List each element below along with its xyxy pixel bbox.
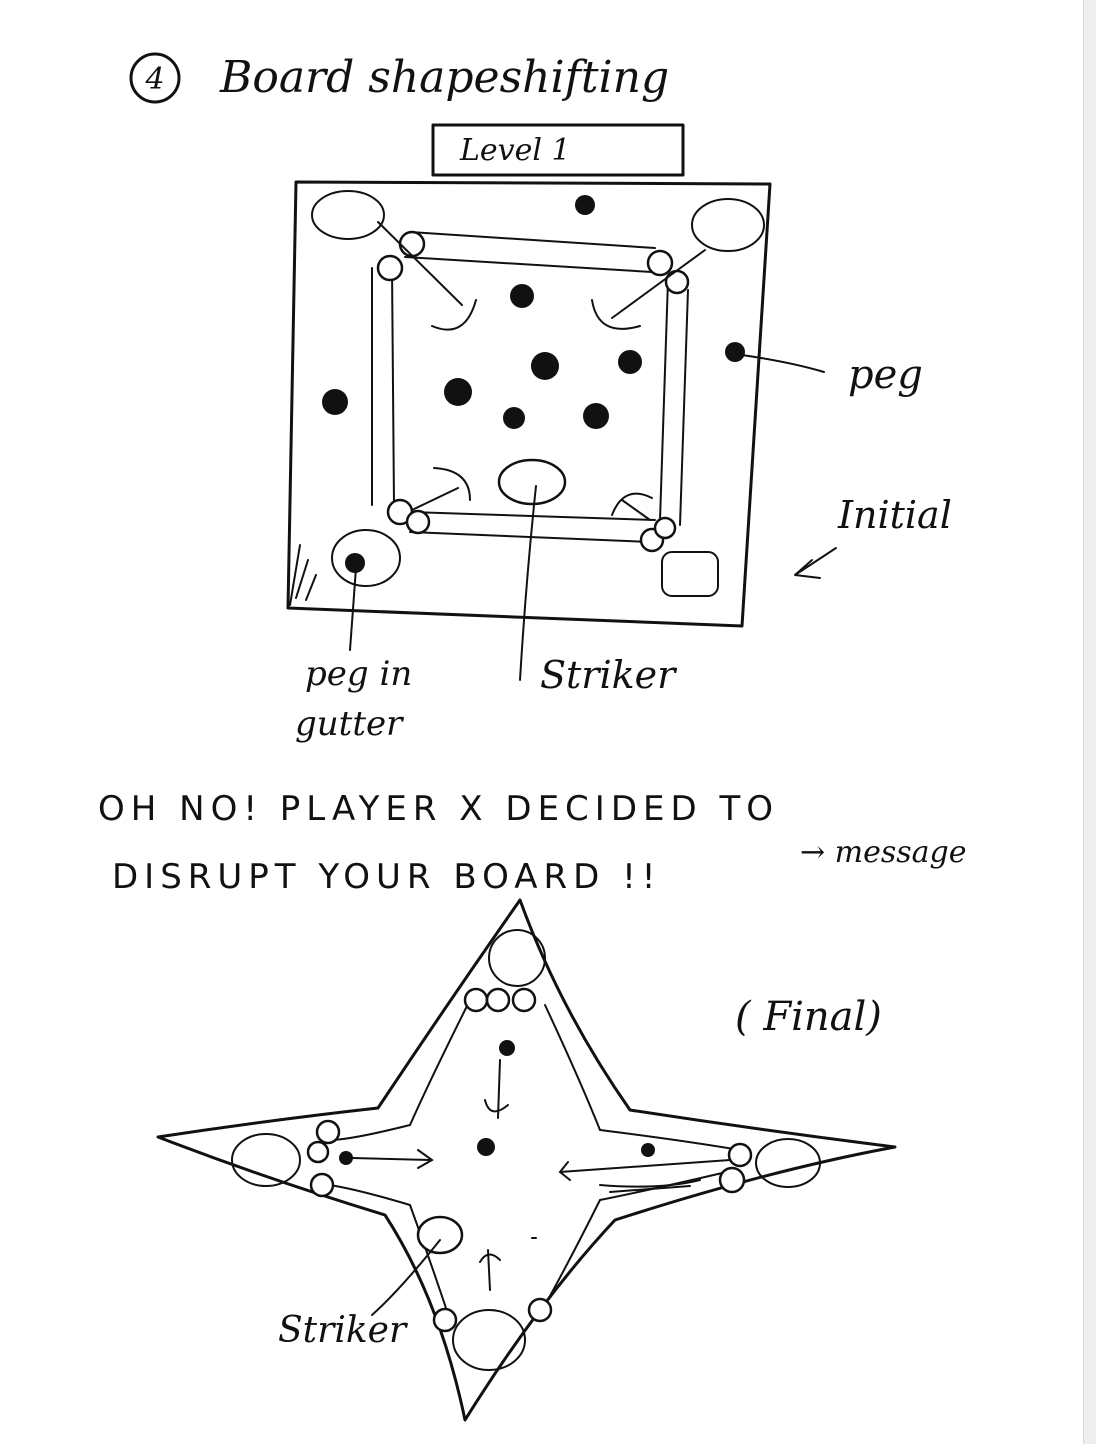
board-corner-scribble (289, 544, 317, 606)
peg (339, 1151, 353, 1165)
corner-ring (718, 1166, 746, 1194)
corner-ring (376, 254, 404, 282)
initial-board: Level 1 (286, 123, 837, 681)
corner-ring (653, 516, 677, 540)
pocket-top-right (691, 198, 765, 252)
peg-leader-line (741, 354, 825, 373)
corner-ring (309, 1172, 335, 1198)
message-line-2: DISRUPT YOUR BOARD !! (112, 857, 661, 897)
star-gutter (329, 999, 741, 1321)
initial-label: Initial (837, 493, 952, 537)
peg-label: peg (848, 352, 923, 398)
gutter-peg-leader-line (349, 567, 357, 651)
pocket-top-left (311, 190, 385, 240)
board-outline (286, 180, 772, 628)
peg (499, 1040, 515, 1056)
peg (503, 407, 525, 429)
final-striker (416, 1215, 464, 1255)
title-number: 4 (144, 62, 164, 97)
message-note: → message (800, 835, 967, 870)
final-board (156, 898, 897, 1422)
striker-label-top: Striker (540, 653, 678, 697)
title-number-circle (129, 52, 181, 104)
striker-label-bottom: Striker (278, 1310, 408, 1351)
corner-ring (527, 1297, 553, 1323)
peg (322, 389, 348, 415)
corner-ring (315, 1119, 341, 1145)
peg (725, 342, 745, 362)
peg (641, 1143, 655, 1157)
final-striker-leader-line (371, 1239, 441, 1316)
page-edge (1083, 0, 1096, 1444)
corner-ring (646, 249, 674, 277)
peg-in-gutter-label-1: peg in (305, 654, 412, 694)
pocket-bottom-right (661, 551, 719, 597)
peg (444, 378, 472, 406)
pocket-bottom-left (331, 529, 401, 587)
final-label: ( Final) (735, 994, 882, 1040)
pocket-bottom (452, 1309, 526, 1371)
title-text: Board shapeshifting (219, 52, 669, 103)
pocket-left (231, 1133, 301, 1187)
motion-arrow (351, 1059, 731, 1291)
corner-ring (306, 1140, 330, 1164)
corner-ring (398, 230, 426, 258)
peg (583, 403, 609, 429)
peg (510, 284, 534, 308)
level-tab-label: Level 1 (459, 133, 571, 168)
pocket-right (755, 1138, 821, 1188)
corner-ring (432, 1307, 458, 1333)
striker-leader-line (519, 485, 537, 681)
peg-in-gutter (345, 553, 365, 573)
pocket-top (488, 929, 546, 987)
corner-ring (664, 269, 690, 295)
peg (618, 350, 642, 374)
star-board-outline (156, 898, 897, 1422)
peg (477, 1138, 495, 1156)
peg (575, 195, 595, 215)
initial-arrow (794, 547, 837, 579)
title: 4 Board shapeshifting (129, 52, 669, 104)
corner-ring (485, 987, 511, 1013)
corner-ring (463, 987, 489, 1013)
striker (497, 458, 567, 506)
peg-in-gutter-label-2: gutter (295, 704, 404, 744)
peg (531, 352, 559, 380)
corner-ring (511, 987, 537, 1013)
corner-ring (727, 1142, 753, 1168)
corner-ring (405, 509, 431, 535)
message-line-1: OH NO! PLAYER X DECIDED TO (98, 789, 779, 829)
level-tab (431, 123, 685, 177)
corner-guide (377, 221, 706, 521)
